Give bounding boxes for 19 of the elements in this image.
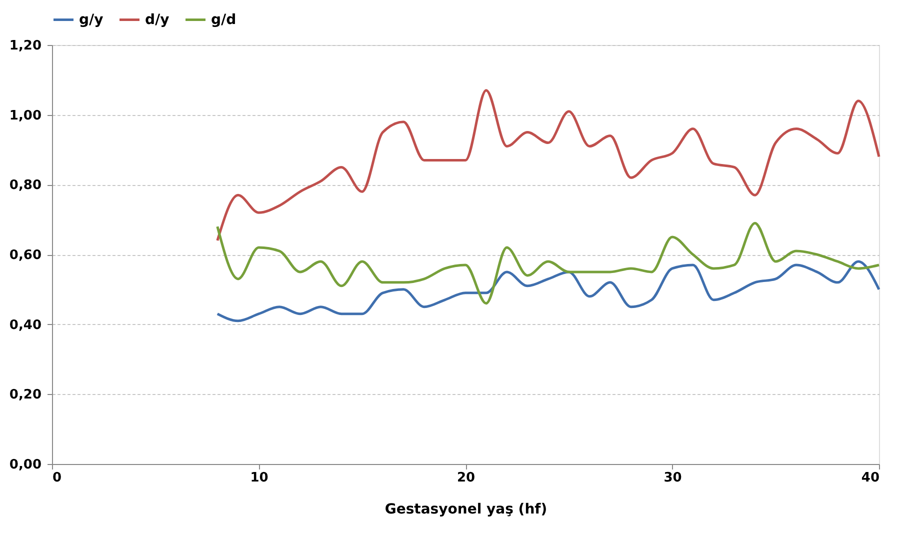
legend-label: d/y <box>145 12 170 28</box>
x-axis-title: Gestasyonel yaş (hf) <box>384 502 548 518</box>
line-series <box>216 89 880 242</box>
y-tick-label: 1,20 <box>9 38 42 54</box>
y-tick-label: 0,20 <box>9 388 42 403</box>
y-tick-label: 0,00 <box>9 458 42 472</box>
x-tick-label: 40 <box>861 470 880 486</box>
x-tick-label: 0 <box>52 470 62 486</box>
legend-label: g/d <box>211 12 236 28</box>
line-series <box>216 260 880 322</box>
y-tick-label: 1,00 <box>9 108 42 124</box>
y-tick-label: 0,40 <box>9 318 42 333</box>
x-tick-label: 30 <box>664 470 682 486</box>
y-tick-label: 0,80 <box>9 178 42 194</box>
legend-label: g/y <box>79 12 104 28</box>
y-tick-label: 0,60 <box>9 248 42 263</box>
line-series <box>216 222 880 305</box>
x-tick-label: 20 <box>456 470 476 486</box>
x-tick-label: 10 <box>250 470 268 486</box>
